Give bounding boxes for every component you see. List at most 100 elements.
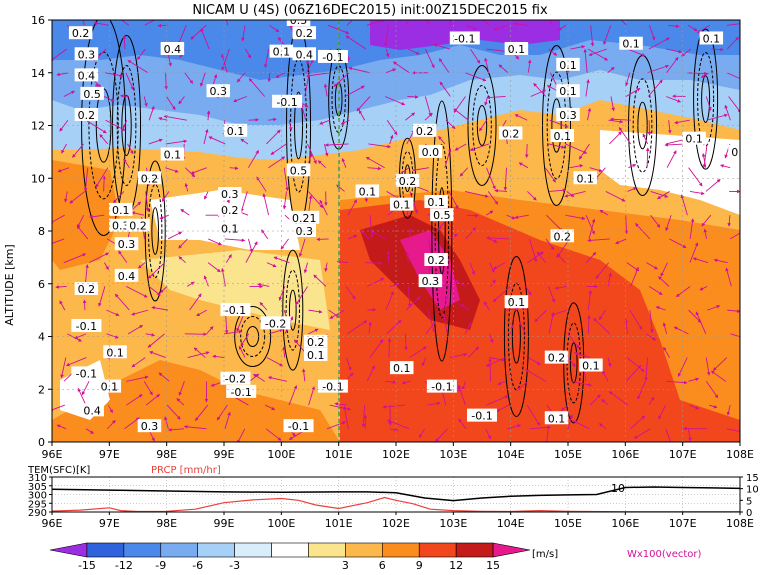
contour-label-text: -0.1: [322, 51, 343, 64]
wind-vector: [514, 214, 529, 219]
wind-vector: [340, 119, 350, 125]
wind-vector: [137, 48, 146, 60]
contour-label-box: [74, 47, 99, 61]
wind-vector: [618, 126, 632, 145]
wind-vector: [220, 267, 226, 287]
wind-vector: [528, 357, 541, 365]
wind-vector: [465, 227, 476, 240]
wind-vector: [488, 358, 492, 382]
wind-vector: [85, 428, 95, 434]
wind-vector: [266, 357, 284, 367]
contour-line: [121, 95, 132, 156]
wind-vector: [648, 37, 670, 50]
contour-label-text: 0.2: [296, 27, 314, 40]
wind-vector: [646, 333, 657, 341]
wind-vector: [727, 309, 740, 313]
wind-vector: [692, 257, 709, 264]
wind-vector: [565, 143, 588, 154]
wind-vector: [295, 286, 308, 306]
wind-vector: [548, 286, 556, 303]
colorbar-swatch: [418, 542, 457, 558]
wind-vector: [445, 119, 456, 129]
wind-vector: [687, 428, 692, 442]
colorbar-tick-label: -3: [229, 559, 240, 572]
contour-label-text: -0.1: [471, 410, 492, 423]
wind-vector: [484, 57, 490, 73]
wind-vector: [726, 404, 731, 416]
sub-left-tick-label: 305: [28, 482, 47, 493]
wind-vector: [283, 167, 289, 192]
wind-vector: [405, 252, 410, 263]
wind-vector: [728, 96, 740, 113]
wind-vector: [485, 357, 506, 367]
wind-vector: [341, 157, 347, 168]
wind-vector: [486, 95, 506, 100]
wind-vector: [190, 167, 207, 175]
contour-label-text: 0.1: [622, 38, 640, 51]
wind-vector: [326, 421, 347, 430]
wind-vector: [93, 21, 109, 26]
wind-vector: [125, 285, 148, 298]
wind-vector: [264, 404, 276, 411]
colorbar-swatch: [492, 542, 531, 558]
wind-vector: [323, 83, 328, 97]
contour-label: 0.1: [160, 147, 185, 162]
main-x-tick-label: 96E: [42, 448, 63, 461]
contour-label-text: 0.1: [548, 412, 566, 425]
contour-label-box: [317, 379, 348, 393]
wind-vector: [587, 107, 592, 121]
wind-vector: [412, 167, 430, 172]
wind-vector: [229, 166, 239, 170]
contour-label-text: 0.4: [164, 43, 182, 56]
contour-label: 0.1: [355, 184, 380, 198]
contour-label: 0.2: [303, 334, 328, 349]
main-x-tick-label: 106E: [611, 448, 639, 461]
wind-vector: [56, 72, 69, 77]
contour-label-text: 0.5: [83, 88, 101, 101]
wind-vector: [642, 133, 649, 145]
wind-vector: [265, 428, 282, 441]
wind-vector: [257, 282, 270, 287]
contour-label-text: -0.1: [230, 386, 251, 399]
wind-vector: [343, 405, 349, 429]
contour-label-text: 0.1: [508, 43, 526, 56]
wind-vector: [625, 87, 641, 97]
wind-vector: [189, 293, 202, 311]
colorbar-tick-label: 6: [379, 559, 386, 572]
wind-vector: [126, 375, 149, 382]
wind-vector: [705, 96, 712, 111]
wind-vector: [137, 262, 146, 269]
contour-label-box: [467, 408, 497, 422]
wind-vector: [727, 215, 731, 227]
contour-label: 0.2: [74, 282, 99, 296]
contour-label-box: [418, 274, 443, 288]
contour-label-box: [550, 129, 575, 143]
main-plot-area: 0.20.30.40.50.20.40.30.10.10.20.30.20.10…: [52, 20, 740, 442]
contour-label-text: 0.1: [101, 381, 119, 394]
contour-label-text: 0.1: [164, 149, 182, 162]
wind-vector: [439, 81, 451, 97]
contour-label: -0.1: [426, 379, 457, 394]
contour-label: 0.2: [498, 126, 523, 140]
wind-vector: [126, 394, 143, 406]
contour-label-text: 0.2: [78, 283, 96, 296]
wind-vector: [667, 120, 672, 134]
contour-label-box: [283, 419, 314, 433]
wind-vector: [264, 48, 270, 68]
main-x-tick-label: 103E: [439, 448, 467, 461]
contour-label-text: 0.2: [554, 230, 572, 243]
wind-vector: [319, 199, 328, 216]
wind-vector: [666, 380, 688, 385]
contour-label-text: 0.4: [118, 270, 136, 283]
wind-vector: [221, 48, 230, 71]
wind-vector: [603, 25, 612, 45]
colorbar-tick-label: -6: [192, 559, 203, 572]
wind-vector: [224, 411, 231, 429]
contour-line: [697, 51, 715, 147]
wind-vector: [240, 191, 248, 213]
wind-vector: [569, 164, 584, 169]
contour-label-text: -0.2: [265, 317, 286, 330]
wind-vector: [673, 326, 689, 335]
main-x-tick-label: 98E: [156, 448, 177, 461]
wind-vector: [306, 59, 314, 73]
